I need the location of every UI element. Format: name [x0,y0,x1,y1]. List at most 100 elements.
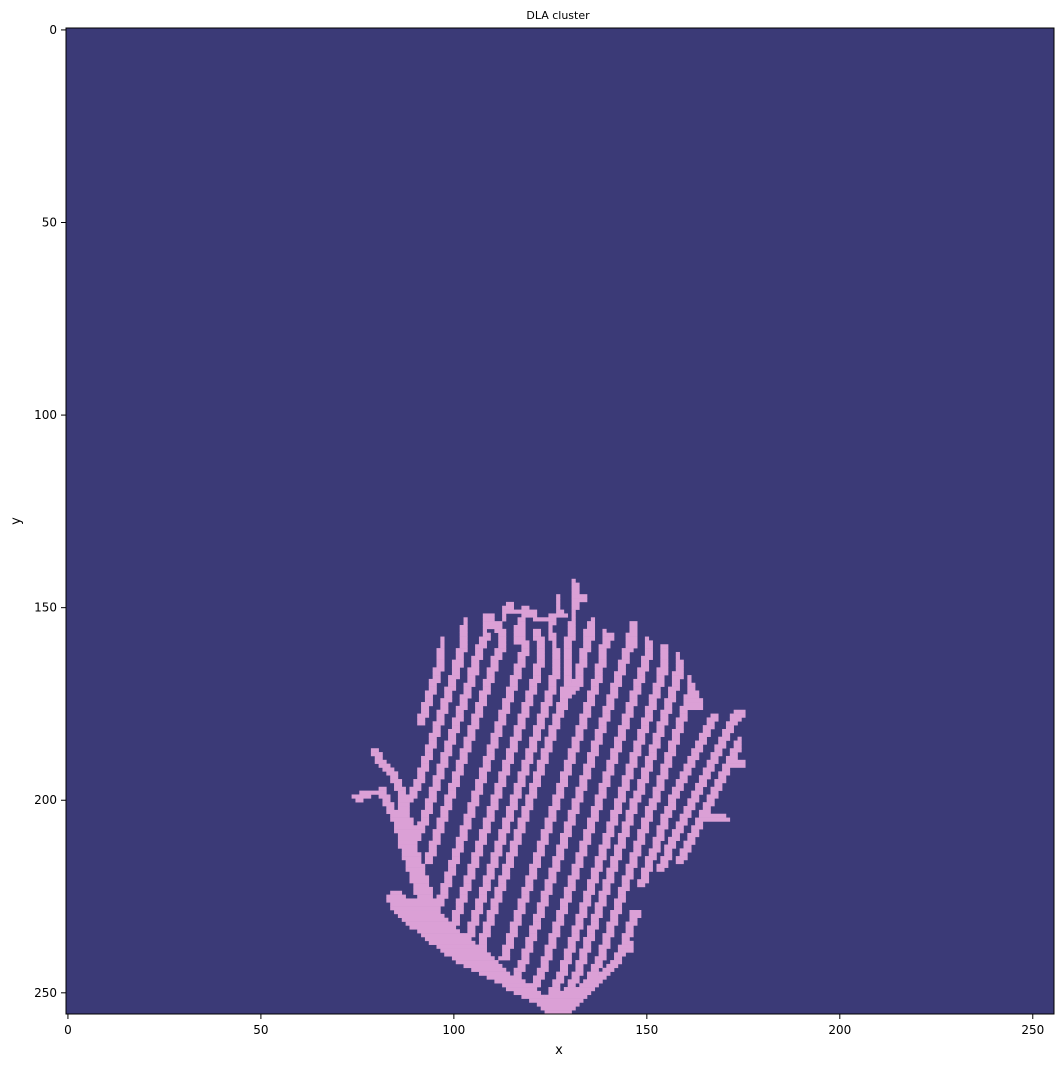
cluster-cell-run [560,840,569,845]
cluster-cell-run [571,863,584,868]
cluster-cell-run [540,956,553,961]
cluster-cell-run [478,971,511,976]
x-axis: 0 50 100 150 200 250 [64,1014,1044,1037]
cluster-cell-run [436,825,445,830]
cluster-cell-run [448,682,457,687]
cluster-cell-run [513,632,526,637]
y-axis-label: y [9,517,24,525]
cluster-cell-run [536,844,545,849]
cluster-cell-run [374,759,387,764]
cluster-cell-run [498,879,507,884]
cluster-cell-run [598,944,611,949]
cluster-cell-run [629,755,638,761]
cluster-cell-run [459,748,472,753]
cluster-cell-run [478,836,487,841]
cluster-cell-run [641,717,653,722]
cluster-cell-run [695,740,707,745]
cluster-cell-run [513,967,526,972]
cluster-cell-run [478,832,487,838]
cluster-cell-run [671,786,684,791]
cluster-cell-run [467,863,480,868]
cluster-cell-run [602,936,611,942]
cluster-cell-run [610,813,619,818]
cluster-cell-run [451,956,495,961]
cluster-cell-run [521,890,530,895]
cluster-cell-run [544,736,557,741]
cluster-cell-run [656,721,669,726]
cluster-cell-run [548,933,561,938]
cluster-cell-run [644,648,653,653]
cluster-cell-run [625,640,638,645]
cluster-cell-run [432,725,441,730]
cluster-cell-run [563,648,572,653]
cluster-cell-run [610,913,619,919]
cluster-cell-run [641,821,650,826]
cluster-cell-run [432,782,441,788]
cluster-cell-run [463,740,472,745]
y-tick-label: 50 [42,216,57,230]
cluster-cell-run [467,671,480,676]
cluster-cell-run [540,894,549,899]
cluster-cell-run [598,890,611,895]
cluster-cell-run [644,709,653,714]
cluster-cell-run [471,713,484,718]
cluster-cell-run [467,725,480,730]
cluster-cell-run [463,621,468,626]
cluster-cell-run [644,763,653,768]
cluster-cell-run [448,728,460,734]
cluster-cell-run [413,886,433,892]
cluster-cell-run [579,952,588,957]
cluster-cell-run [594,667,603,672]
cluster-cell-run [590,813,599,818]
cluster-cell-run [428,790,437,795]
cluster-cell-run [629,621,638,626]
cluster-cell-run [475,648,484,653]
cluster-cell-run [498,717,507,722]
cluster-cell-run [428,740,437,745]
cluster-cell-run [606,767,615,772]
cluster-cell-run [482,628,487,633]
cluster-cell-run [444,952,491,957]
cluster-cell-run [610,809,623,815]
cluster-cell-run [583,940,592,945]
plot-frame [65,27,1055,1015]
cluster-cell-run [424,698,433,703]
cluster-cell-run [532,617,557,622]
cluster-cell-run [448,859,460,865]
cluster-cell-run [563,640,572,645]
cluster-cell-run [486,744,499,749]
cluster-cell-run [648,748,657,753]
cluster-cell-run [575,856,584,861]
cluster-cell-run [532,628,542,633]
cluster-cell-run [421,709,430,714]
cluster-cell-run [621,940,634,945]
cluster-cell-run [714,782,723,788]
cluster-cell-run [440,948,487,953]
cluster-cell-run [625,867,634,872]
cluster-cell-run [594,906,603,911]
cluster-cell-run [478,636,491,641]
cluster-cell-run [656,867,665,872]
cluster-cell-run [675,721,684,726]
cluster-cell-run [502,817,514,822]
cluster-cell-run [571,933,580,938]
cluster-cell-run [463,963,503,969]
cluster-cell-run [563,767,572,772]
cluster-cell-run [548,621,557,626]
cluster-cell-run [421,809,433,815]
cluster-cell-run [698,775,711,780]
cluster-cell-run [490,794,503,799]
cluster-cell-run [448,732,457,737]
cluster-cell-run [490,852,503,857]
cluster-cell-run [675,856,688,861]
cluster-cell-run [594,863,603,868]
cluster-cell-run [525,794,538,799]
cluster-cell-run [540,829,553,834]
cluster-cell-run [614,906,623,911]
cluster-cell-run [571,744,580,749]
cluster-cell-run [567,628,576,633]
cluster-cell-run [583,894,592,899]
cluster-cell-run [691,829,700,834]
cluster-cell-run [505,694,514,699]
cluster-cell-run [521,952,530,957]
